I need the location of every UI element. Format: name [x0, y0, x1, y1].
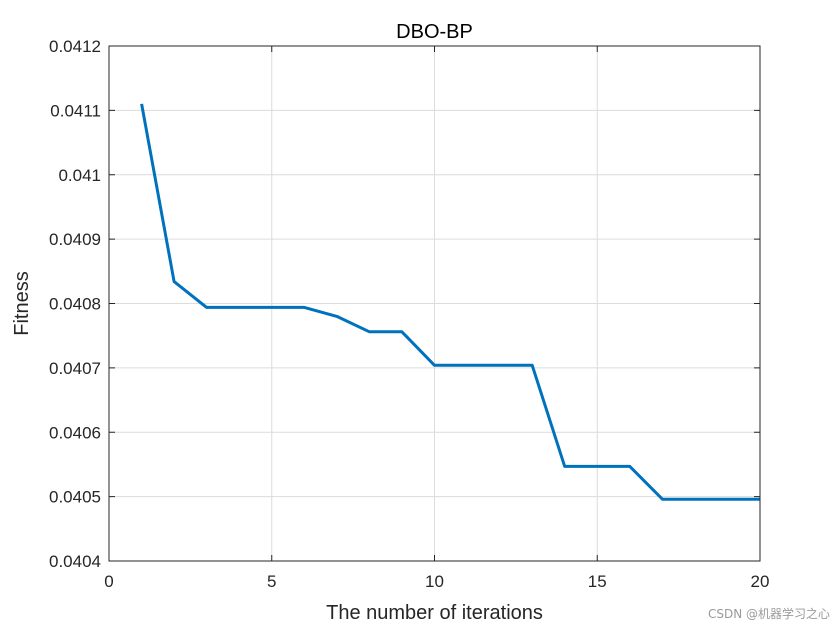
y-tick-label: 0.0409: [49, 230, 101, 249]
y-tick-label: 0.0406: [49, 423, 101, 442]
x-tick-label: 20: [751, 572, 770, 591]
x-axis-label: The number of iterations: [326, 602, 543, 624]
y-axis-ticks: 0.0404 0.0405 0.0406 0.0407 0.0408 0.0409 0.04…: [49, 37, 760, 571]
y-tick-label: 0.041: [58, 166, 101, 185]
y-tick-label: 0.0405: [49, 488, 101, 507]
x-tick-label: 5: [267, 572, 276, 591]
y-axis-label: Fitness: [11, 271, 33, 335]
x-axis-ticks: 0 5 10 15 20: [104, 46, 769, 591]
y-tick-label: 0.0412: [49, 37, 101, 56]
series-line: [140, 103, 760, 501]
x-tick-label: 15: [588, 572, 607, 591]
series-group: [140, 103, 760, 501]
y-tick-label: 0.0411: [50, 101, 101, 120]
x-tick-label: 0: [104, 572, 113, 591]
chart-title: DBO-BP: [396, 21, 473, 43]
watermark: CSDN @机器学习之心: [707, 607, 830, 621]
y-tick-label: 0.0407: [49, 359, 101, 378]
y-tick-label: 0.0404: [49, 552, 101, 571]
y-tick-label: 0.0408: [49, 295, 101, 314]
x-tick-label: 10: [425, 572, 444, 591]
